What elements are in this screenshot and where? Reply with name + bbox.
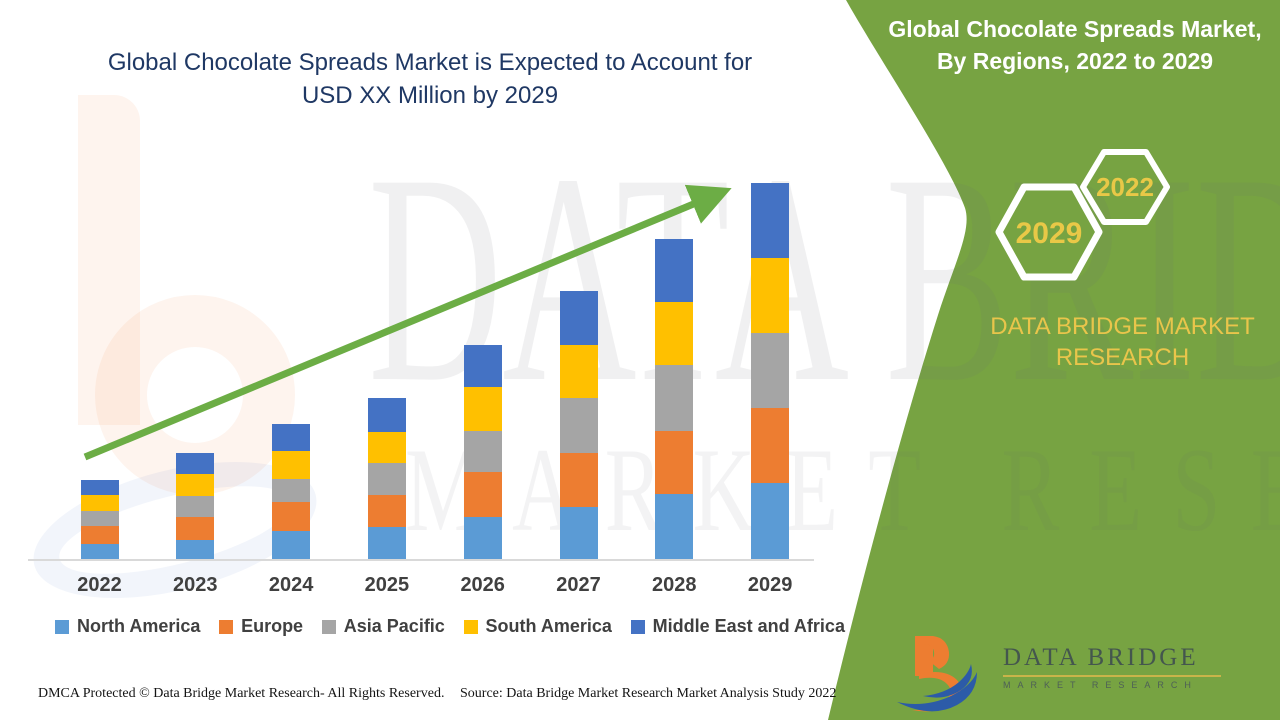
bar-segment-north-america <box>176 540 215 559</box>
bar-segment-south-america <box>751 258 790 333</box>
bar-segment-europe <box>559 453 598 507</box>
data-bridge-b-icon <box>897 636 977 712</box>
bar-segment-europe <box>751 408 790 483</box>
bar-segment-south-america <box>655 302 694 365</box>
bar-segment-north-america <box>655 494 694 559</box>
x-axis-label-2026: 2026 <box>460 574 505 596</box>
bar-segment-north-america <box>559 507 598 559</box>
bar-2024 <box>272 424 311 559</box>
bar-segment-asia-pacific <box>559 398 598 453</box>
bar-segment-europe <box>176 517 215 540</box>
bar-2023 <box>176 453 215 559</box>
bar-segment-middle-east-and-africa <box>559 291 598 345</box>
legend-label: Europe <box>241 616 304 636</box>
legend-swatch-icon <box>219 619 234 634</box>
dmca-notice: DMCA Protected © Data Bridge Market Rese… <box>38 686 445 701</box>
bar-segment-middle-east-and-africa <box>655 239 694 302</box>
bar-segment-south-america <box>463 387 502 431</box>
bar-segment-middle-east-and-africa <box>272 424 311 451</box>
chart-title: Global Chocolate Spreads Market is Expec… <box>60 46 800 112</box>
bar-segment-middle-east-and-africa <box>367 398 406 432</box>
bar-segment-middle-east-and-africa <box>80 480 119 495</box>
source-note: Source: Data Bridge Market Research Mark… <box>460 686 837 701</box>
x-axis-label-2027: 2027 <box>556 574 601 596</box>
bar-segment-north-america <box>463 517 502 559</box>
legend-item-asia-pacific: Asia Pacific <box>321 616 445 637</box>
bar-segment-asia-pacific <box>655 365 694 431</box>
bar-2028 <box>655 239 694 559</box>
legend-swatch-icon <box>630 619 645 634</box>
legend: North America Europe Asia Pacific South Ame… <box>55 616 845 637</box>
x-axis-label-2024: 2024 <box>268 574 314 596</box>
panel-heading-line2: By Regions, 2022 to 2029 <box>936 48 1214 74</box>
logo-underline <box>1003 675 1221 677</box>
legend-swatch-icon <box>321 619 336 634</box>
data-bridge-logo: DATA BRIDGE MARKET RESEARCH <box>893 634 1263 714</box>
x-axis-label-2029: 2029 <box>747 574 793 596</box>
legend-item-europe: Europe <box>219 616 303 637</box>
logo-subtitle: MARKET RESEARCH <box>1003 680 1198 690</box>
chart-title-line2: USD XX Million by 2029 <box>301 82 559 109</box>
logo-name: DATA BRIDGE <box>1003 644 1199 671</box>
x-axis-line <box>28 559 814 561</box>
bar-segment-middle-east-and-africa <box>751 183 790 258</box>
panel-brand-line2: RESEARCH <box>1055 344 1190 371</box>
chart-title-line1: Global Chocolate Spreads Market is Expec… <box>107 49 753 76</box>
bar-2022 <box>80 480 119 559</box>
legend-label: South America <box>485 616 612 636</box>
legend-item-south-america: South America <box>463 616 612 637</box>
bar-segment-europe <box>463 472 502 517</box>
bar-segment-middle-east-and-africa <box>463 345 502 387</box>
x-axis-label-2022: 2022 <box>77 574 122 596</box>
bar-segment-asia-pacific <box>463 431 502 472</box>
bar-2029 <box>751 183 790 559</box>
x-axis-label-2025: 2025 <box>364 574 410 596</box>
bar-2027 <box>559 291 598 559</box>
data-bridge-logo-text: DATA BRIDGE MARKET RESEARCH <box>1003 644 1253 690</box>
bar-segment-asia-pacific <box>751 333 790 408</box>
bar-segment-south-america <box>80 495 119 511</box>
legend-label: North America <box>77 616 201 636</box>
panel-heading: Global Chocolate Spreads Market, By Regi… <box>878 13 1272 77</box>
watermark-text: MARKET RESEARCH <box>405 423 1280 556</box>
legend-item-north-america: North America <box>55 616 200 637</box>
bar-segment-europe <box>80 526 119 544</box>
bar-segment-europe <box>367 495 406 527</box>
bar-segment-south-america <box>367 432 406 463</box>
bar-segment-europe <box>655 431 694 494</box>
legend-label: Middle East and Africa <box>652 616 845 636</box>
bar-segment-north-america <box>80 544 119 559</box>
bar-segment-south-america <box>176 474 215 496</box>
legend-swatch-icon <box>463 619 478 634</box>
bar-segment-asia-pacific <box>272 479 311 502</box>
bar-segment-asia-pacific <box>176 496 215 517</box>
legend-label: Asia Pacific <box>343 616 445 636</box>
x-axis-label-2028: 2028 <box>652 574 697 596</box>
bar-segment-south-america <box>559 345 598 398</box>
panel-brand: DATA BRIDGE MARKET RESEARCH <box>980 311 1265 373</box>
watermark-text: DATA BRIDGE <box>368 112 1280 444</box>
legend-item-middle-east-and-africa: Middle East and Africa <box>630 616 845 637</box>
bar-segment-south-america <box>272 451 311 479</box>
bar-segment-north-america <box>751 483 790 559</box>
bar-segment-asia-pacific <box>367 463 406 495</box>
bar-2025 <box>367 398 406 559</box>
bar-segment-north-america <box>367 527 406 559</box>
x-axis-label-2023: 2023 <box>173 574 218 596</box>
bar-segment-north-america <box>272 531 311 559</box>
legend-swatch-icon <box>55 619 69 634</box>
bar-segment-europe <box>272 502 311 531</box>
bar-2026 <box>463 345 502 559</box>
bar-segment-asia-pacific <box>80 511 119 526</box>
panel-heading-line1: Global Chocolate Spreads Market, <box>888 16 1262 42</box>
bar-segment-middle-east-and-africa <box>176 453 215 474</box>
panel-brand-line1: DATA BRIDGE MARKET <box>990 313 1255 340</box>
